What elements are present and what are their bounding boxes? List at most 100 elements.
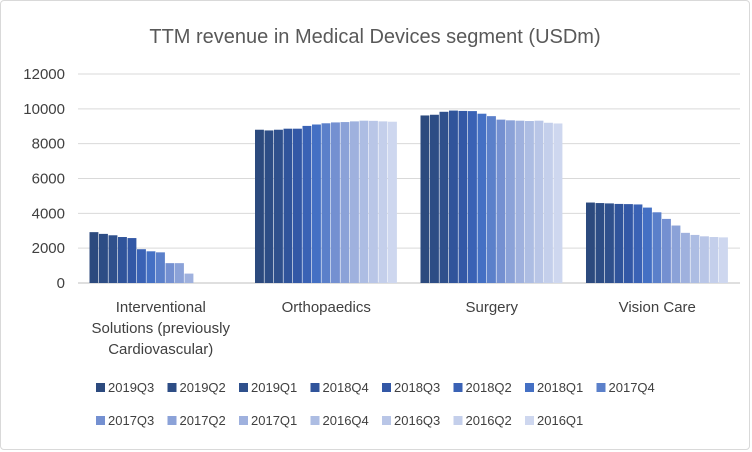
legend-item: 2017Q3 [96, 413, 154, 428]
bar [420, 115, 430, 284]
legend-swatch [310, 416, 320, 425]
legend-item: 2017Q1 [239, 413, 297, 428]
bar [175, 263, 184, 283]
bar [99, 233, 108, 283]
legend-label: 2016Q1 [537, 413, 583, 428]
bar [302, 125, 312, 283]
y-tick-label: 10000 [23, 101, 65, 118]
legend-label: 2017Q3 [108, 413, 154, 428]
category-label: Vision Care [619, 299, 696, 316]
bar [146, 251, 156, 283]
legend-label: 2019Q1 [251, 380, 297, 395]
legend-item: 2019Q3 [96, 380, 154, 395]
category-label: Surgery [465, 299, 518, 316]
bar [439, 111, 449, 284]
bar [624, 204, 633, 283]
bar [643, 207, 652, 283]
bar [662, 218, 671, 283]
legend-swatch [239, 416, 248, 425]
legend-swatch [310, 383, 320, 392]
bar [388, 121, 397, 283]
legend-label: 2017Q4 [609, 380, 655, 395]
legend-item: 2016Q1 [525, 413, 583, 428]
legend-item: 2019Q2 [167, 380, 226, 395]
bar [127, 238, 137, 283]
bar [586, 202, 595, 283]
bar [184, 273, 194, 283]
legend-item: 2018Q4 [310, 380, 369, 395]
y-tick-label: 0 [57, 275, 65, 292]
legend-label: 2018Q2 [466, 380, 512, 395]
bar [89, 232, 99, 283]
bar [506, 120, 515, 283]
bar [534, 120, 544, 283]
bar [264, 130, 274, 283]
legend-swatch [525, 383, 534, 392]
y-tick-label: 12000 [23, 66, 65, 83]
bar [633, 204, 643, 283]
bar [614, 203, 624, 283]
legend-swatch [239, 383, 248, 392]
legend: 2019Q3 2019Q2 2019Q1 2018Q4 2018Q3 2018Q2 2018… [96, 380, 655, 428]
bar [350, 121, 359, 283]
legend-item: 2018Q2 [453, 380, 512, 395]
bar [690, 234, 700, 283]
y-tick-label: 4000 [32, 205, 65, 222]
bar [108, 235, 118, 283]
category-label: Interventional Solutions (previously Cardi… [92, 299, 231, 358]
bar [709, 237, 719, 283]
legend-swatch [453, 416, 463, 425]
legend-item: 2019Q1 [239, 380, 297, 395]
legend-swatch [596, 383, 606, 392]
bar [369, 120, 378, 283]
bar [165, 263, 175, 283]
legend-item: 2018Q3 [382, 380, 440, 395]
legend-swatch [167, 383, 177, 392]
bar [293, 128, 302, 283]
legend-item: 2016Q3 [382, 413, 440, 428]
legend-swatch [96, 416, 105, 425]
x-axis: Interventional Solutions (previously Cardi… [92, 299, 696, 358]
bar [321, 123, 331, 283]
bar [681, 232, 690, 283]
legend-label: 2016Q3 [394, 413, 440, 428]
bar [700, 236, 709, 283]
legend-swatch [382, 416, 391, 425]
bar [137, 249, 146, 283]
bar [312, 124, 321, 283]
legend-swatch [167, 416, 177, 425]
bar [378, 121, 388, 283]
legend-swatch [382, 383, 391, 392]
legend-label: 2018Q4 [323, 380, 369, 395]
bar [118, 237, 127, 283]
bar [359, 120, 369, 283]
legend-item: 2017Q4 [596, 380, 655, 395]
legend-label: 2017Q2 [180, 413, 226, 428]
bar [458, 110, 468, 283]
bar [652, 212, 662, 283]
legend-label: 2018Q1 [537, 380, 583, 395]
bar [595, 203, 605, 283]
bar [274, 129, 283, 283]
bar [671, 225, 681, 283]
y-tick-label: 2000 [32, 240, 65, 257]
bar [449, 110, 458, 283]
bar [525, 121, 534, 284]
bar [283, 128, 293, 283]
legend-swatch [96, 383, 105, 392]
bar [515, 120, 525, 283]
legend-label: 2018Q3 [394, 380, 440, 395]
bar [605, 203, 614, 283]
chart-title: TTM revenue in Medical Devices segment (… [149, 26, 600, 48]
legend-item: 2018Q1 [525, 380, 583, 395]
legend-swatch [525, 416, 534, 425]
legend-label: 2016Q2 [466, 413, 512, 428]
bar [430, 114, 439, 283]
legend-item: 2016Q4 [310, 413, 369, 428]
legend-label: 2016Q4 [323, 413, 369, 428]
bar [156, 252, 165, 283]
category-label: Orthopaedics [282, 299, 371, 316]
y-axis: 0 2000 4000 6000 8000 10000 12000 [23, 66, 65, 292]
legend-item: 2016Q2 [453, 413, 512, 428]
